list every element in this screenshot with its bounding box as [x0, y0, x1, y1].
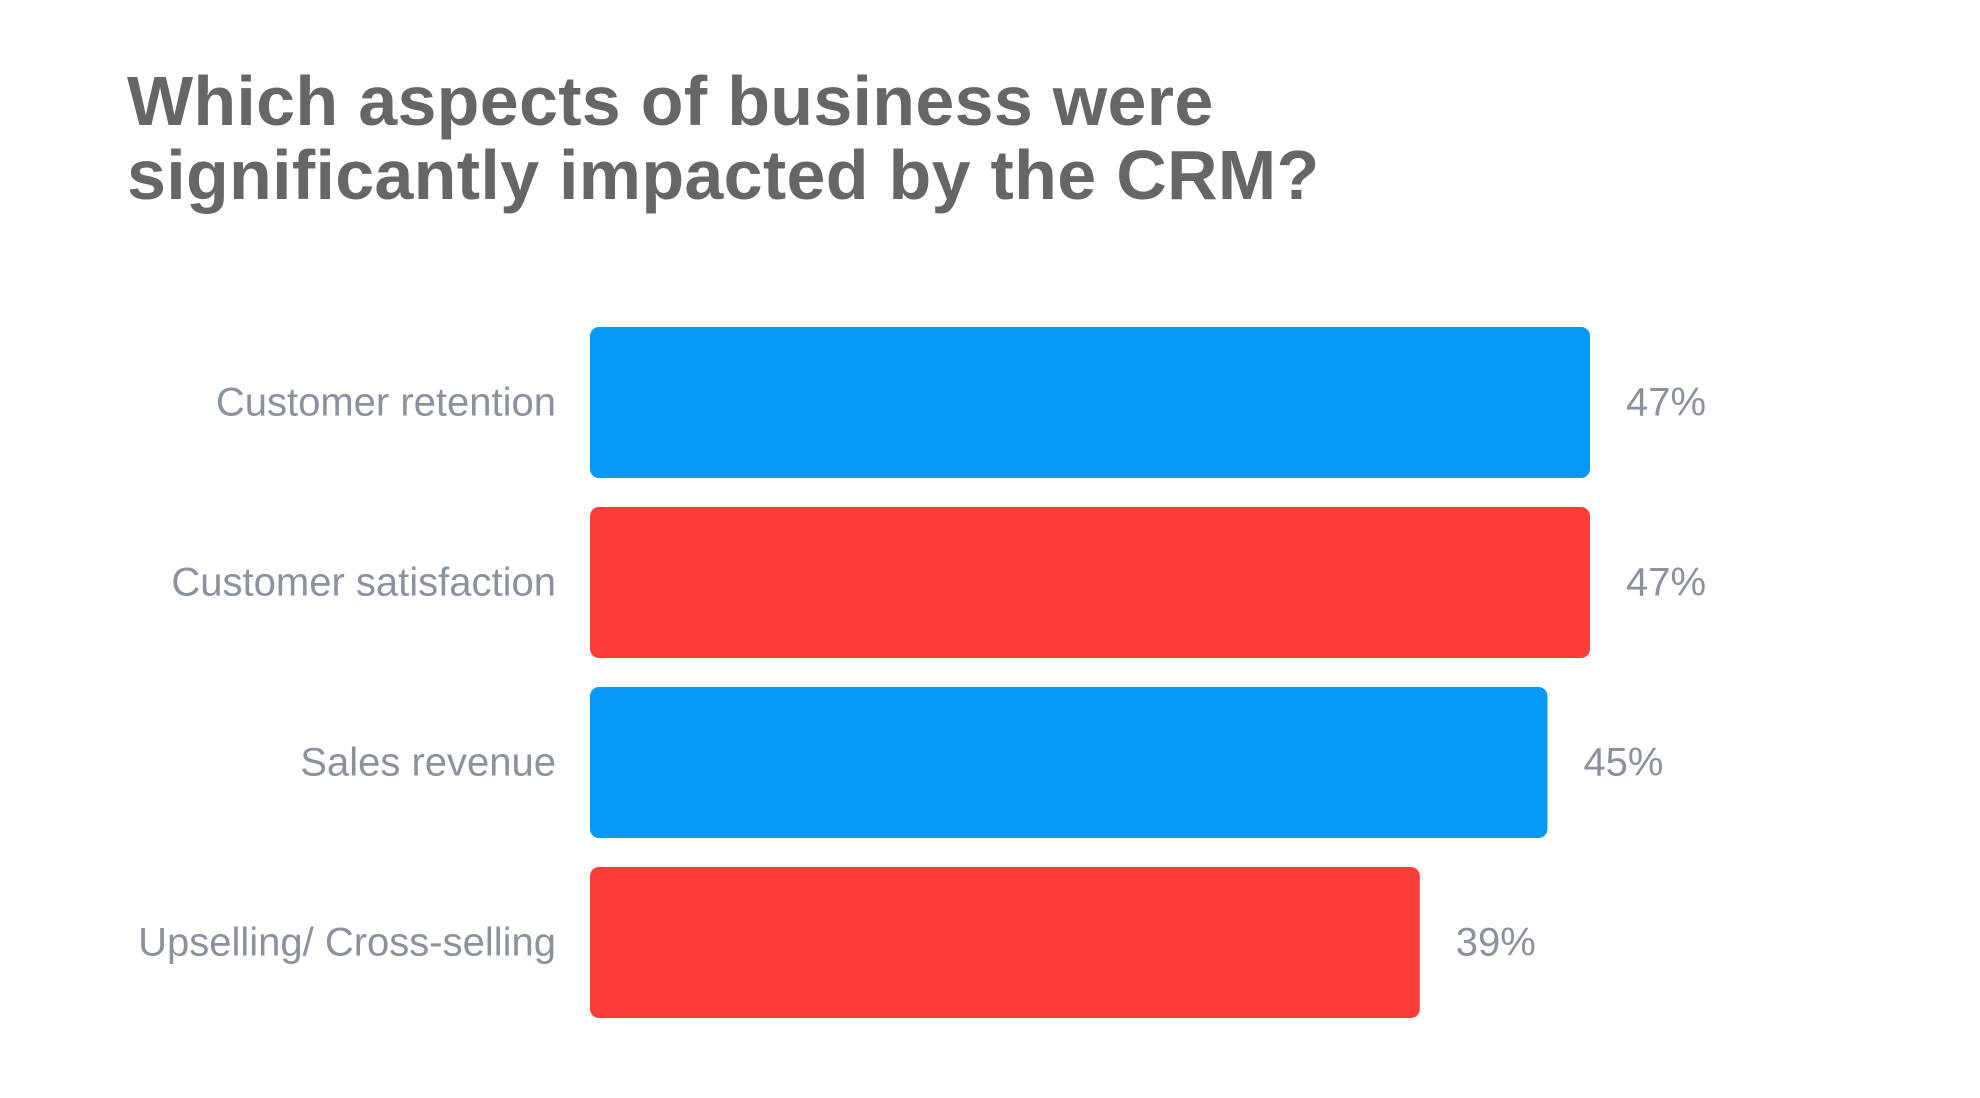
bar-2	[590, 507, 1590, 658]
chart-title-line-2: significantly impacted by the CRM?	[127, 136, 1320, 214]
chart-title: Which aspects of business were significa…	[127, 64, 1427, 212]
value-label-4: 39%	[1456, 921, 1536, 965]
bar-1	[590, 327, 1590, 478]
category-label-2: Customer satisfaction	[171, 561, 556, 605]
category-label-3: Sales revenue	[300, 741, 556, 785]
chart-title-line-1: Which aspects of business were	[127, 62, 1214, 140]
bar-3	[590, 687, 1548, 838]
value-label-1: 47%	[1626, 381, 1706, 425]
bar-4	[590, 867, 1420, 1018]
value-label-3: 45%	[1583, 741, 1663, 785]
value-label-2: 47%	[1626, 561, 1706, 605]
category-label-1: Customer retention	[216, 381, 556, 425]
category-label-4: Upselling/ Cross-selling	[138, 921, 556, 965]
